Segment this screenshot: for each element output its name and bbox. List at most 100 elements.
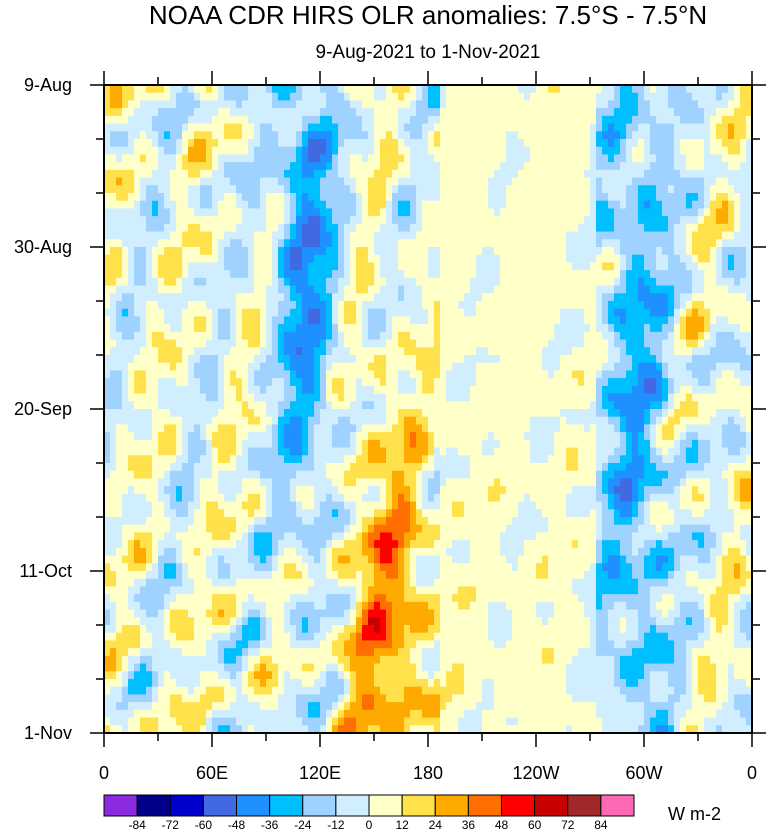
- heatmap-cell: [512, 146, 519, 156]
- heatmap-cell: [482, 85, 489, 94]
- heatmap-cell: [548, 324, 555, 333]
- heatmap-cell: [272, 216, 279, 225]
- heatmap-cell: [698, 92, 705, 102]
- heatmap-cell: [110, 123, 117, 132]
- heatmap-cell: [512, 401, 519, 410]
- heatmap-cell: [374, 208, 381, 217]
- heatmap-cell: [176, 362, 183, 372]
- heatmap-cell: [650, 169, 657, 179]
- heatmap-cell: [560, 285, 567, 294]
- heatmap-cell: [230, 108, 237, 117]
- heatmap-cell: [128, 308, 135, 318]
- heatmap-cell: [350, 254, 357, 264]
- heatmap-cell: [524, 177, 531, 186]
- heatmap-cell: [452, 193, 459, 202]
- heatmap-cell: [374, 370, 381, 379]
- heatmap-cell: [698, 223, 705, 233]
- heatmap-cell: [602, 339, 609, 348]
- heatmap-cell: [188, 308, 195, 318]
- heatmap-cell: [248, 432, 255, 441]
- heatmap-cell: [230, 92, 237, 102]
- heatmap-cell: [284, 339, 291, 348]
- heatmap-cell: [380, 254, 387, 264]
- heatmap-cell: [602, 316, 609, 325]
- heatmap-cell: [224, 347, 231, 356]
- heatmap-cell: [260, 200, 267, 210]
- heatmap-cell: [638, 154, 645, 163]
- heatmap-cell: [542, 362, 549, 372]
- heatmap-cell: [104, 409, 111, 418]
- heatmap-cell: [380, 185, 387, 194]
- heatmap-cell: [710, 262, 717, 271]
- heatmap-cell: [146, 169, 153, 179]
- heatmap-cell: [662, 200, 669, 210]
- heatmap-cell: [182, 208, 189, 217]
- heatmap-cell: [524, 100, 531, 109]
- heatmap-cell: [644, 424, 651, 433]
- heatmap-cell: [470, 262, 477, 271]
- heatmap-cell: [608, 262, 615, 271]
- heatmap-cell: [218, 162, 225, 171]
- heatmap-cell: [500, 324, 507, 333]
- heatmap-cell: [674, 216, 681, 225]
- heatmap-cell: [734, 324, 741, 333]
- heatmap-cell: [428, 162, 435, 171]
- heatmap-cell: [626, 416, 633, 426]
- heatmap-cell: [638, 424, 645, 433]
- heatmap-cell: [272, 393, 279, 402]
- heatmap-cell: [152, 362, 159, 372]
- heatmap-cell: [200, 169, 207, 179]
- heatmap-cell: [698, 355, 705, 364]
- heatmap-cell: [572, 285, 579, 294]
- heatmap-cell: [212, 439, 219, 449]
- heatmap-cell: [218, 185, 225, 194]
- heatmap-cell: [548, 131, 555, 140]
- heatmap-cell: [284, 416, 291, 426]
- heatmap-cell: [380, 177, 387, 186]
- heatmap-cell: [260, 401, 267, 410]
- heatmap-cell: [716, 285, 723, 294]
- heatmap-cell: [314, 85, 321, 94]
- heatmap-cell: [434, 254, 441, 264]
- heatmap-cell: [452, 247, 459, 256]
- heatmap-cell: [578, 378, 585, 387]
- heatmap-cell: [686, 123, 693, 132]
- heatmap-cell: [302, 409, 309, 418]
- heatmap-cell: [464, 355, 471, 364]
- heatmap-cell: [614, 262, 621, 271]
- heatmap-cell: [248, 108, 255, 117]
- heatmap-cell: [368, 154, 375, 163]
- heatmap-cell: [722, 308, 729, 318]
- heatmap-cell: [176, 262, 183, 271]
- heatmap-cell: [506, 324, 513, 333]
- heatmap-cell: [608, 154, 615, 163]
- heatmap-cell: [146, 424, 153, 433]
- heatmap-cell: [704, 223, 711, 233]
- heatmap-cell: [518, 169, 525, 179]
- heatmap-cell: [620, 247, 627, 256]
- heatmap-cell: [260, 162, 267, 171]
- heatmap-cell: [134, 193, 141, 202]
- heatmap-cell: [716, 115, 723, 125]
- heatmap-cell: [182, 100, 189, 109]
- heatmap-cell: [548, 223, 555, 233]
- heatmap-cell: [296, 85, 303, 94]
- heatmap-cell: [434, 393, 441, 402]
- heatmap-cell: [698, 100, 705, 109]
- heatmap-cell: [302, 355, 309, 364]
- heatmap-cell: [506, 185, 513, 194]
- heatmap-cell: [488, 247, 495, 256]
- heatmap-cell: [446, 362, 453, 372]
- heatmap-cell: [332, 85, 339, 94]
- heatmap-cell: [716, 339, 723, 348]
- heatmap-cell: [188, 424, 195, 433]
- heatmap-cell: [620, 208, 627, 217]
- heatmap-cell: [386, 331, 393, 341]
- heatmap-cell: [668, 85, 675, 94]
- heatmap-cell: [566, 139, 573, 148]
- heatmap-cell: [314, 162, 321, 171]
- heatmap-cell: [374, 339, 381, 348]
- heatmap-cell: [296, 223, 303, 233]
- heatmap-cell: [272, 424, 279, 433]
- heatmap-cell: [542, 270, 549, 279]
